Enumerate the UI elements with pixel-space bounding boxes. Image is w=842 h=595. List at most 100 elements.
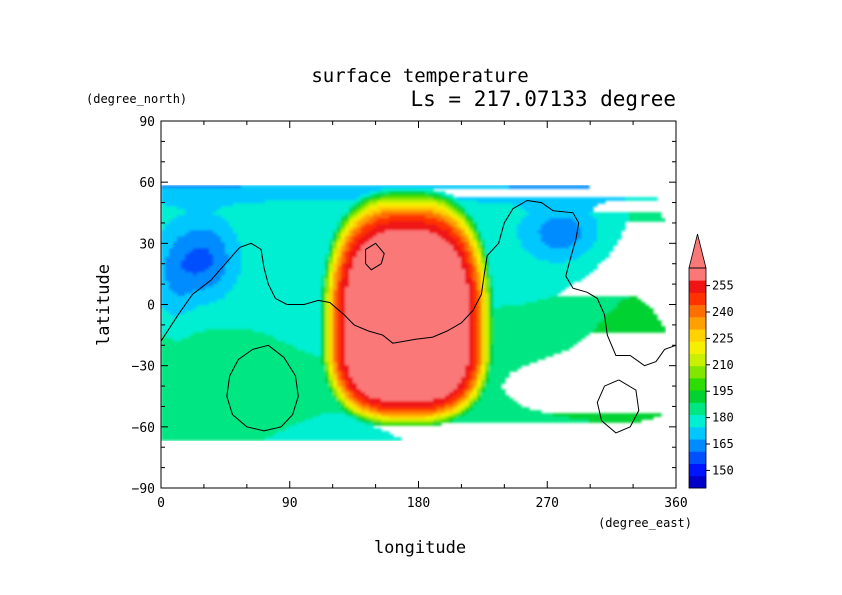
heat-cell [321, 275, 326, 279]
heat-cell [349, 281, 466, 285]
heat-cell [169, 254, 186, 258]
heat-cell [481, 398, 514, 402]
heat-cell [321, 338, 326, 342]
heat-cell [521, 221, 546, 225]
heat-cell [345, 317, 470, 321]
heat-cell [357, 419, 362, 423]
heat-cell [489, 374, 510, 378]
heat-cell [341, 260, 346, 264]
heat-cell [573, 242, 594, 246]
heat-cell [225, 266, 242, 270]
heat-cell [325, 341, 330, 345]
heat-cell [357, 239, 370, 243]
heat-cell [241, 269, 326, 273]
heat-cell [373, 221, 390, 225]
heat-cell [437, 203, 446, 207]
heat-cell [369, 194, 374, 198]
colorbar-label: 240 [712, 305, 734, 319]
heat-cell [161, 296, 226, 300]
heat-cell [365, 203, 370, 207]
heat-cell [329, 332, 334, 336]
heat-cell [469, 350, 474, 354]
heat-cell [493, 278, 582, 282]
heat-cell [545, 242, 574, 246]
heat-cell [369, 239, 446, 243]
heat-cell [461, 389, 466, 393]
heat-cell [241, 245, 330, 249]
heat-cell [437, 191, 446, 195]
heat-cell [329, 356, 334, 360]
heat-cell [337, 362, 342, 366]
colorbar-swatch [689, 451, 706, 464]
heat-cell [489, 257, 538, 261]
heat-cell [161, 383, 330, 387]
heat-cell [337, 239, 342, 243]
heat-cell [333, 377, 338, 381]
heat-cell [357, 386, 458, 390]
temperature-field [161, 185, 666, 441]
coastline [365, 242, 385, 271]
heat-cell [441, 215, 450, 219]
heat-cell [345, 380, 350, 384]
heat-cell [225, 269, 242, 273]
heat-cell [345, 386, 350, 390]
heat-cell [161, 197, 358, 201]
heat-cell [629, 218, 666, 222]
heat-cell [333, 257, 338, 261]
heat-cell [325, 374, 330, 378]
heat-cell [493, 296, 550, 300]
heat-cell [357, 392, 366, 396]
heat-cell [493, 323, 598, 327]
heat-cell [437, 206, 446, 210]
heat-cell [485, 278, 490, 282]
heat-cell [333, 269, 338, 273]
heat-cell [349, 242, 358, 246]
heat-cell [161, 434, 274, 438]
colorbar-label: 195 [712, 384, 734, 398]
heat-cell [521, 218, 550, 222]
heat-cell [469, 377, 474, 381]
heat-cell [345, 215, 350, 219]
heat-cell [333, 281, 338, 285]
heat-cell [469, 269, 474, 273]
heat-cell [469, 344, 474, 348]
heat-cell [453, 401, 458, 405]
heat-cell [485, 299, 490, 303]
heat-cell [341, 248, 346, 252]
heat-cell [481, 341, 486, 345]
heat-cell [457, 203, 462, 207]
heat-cell [329, 272, 334, 276]
heat-cell [465, 239, 470, 243]
heat-cell [457, 404, 462, 408]
heat-cell [365, 221, 374, 225]
heat-cell [457, 206, 462, 210]
heat-cell [353, 410, 358, 414]
heat-cell [349, 407, 354, 411]
heat-cell [337, 401, 342, 405]
heat-cell [161, 212, 186, 216]
heat-cell [337, 275, 342, 279]
heat-cell [189, 230, 214, 234]
heat-cell [481, 383, 486, 387]
heat-cell [469, 323, 474, 327]
heat-cell [333, 338, 338, 342]
heat-cell [161, 236, 178, 240]
heat-cell [285, 341, 322, 345]
heat-cell [481, 272, 486, 276]
heat-cell [221, 206, 350, 210]
heat-cell [457, 215, 462, 219]
heat-cell [597, 233, 622, 237]
heat-cell [345, 395, 350, 399]
heat-cell [341, 395, 346, 399]
heat-cell [465, 230, 470, 234]
heat-cell [325, 269, 330, 273]
x-tick-label: 90 [282, 496, 298, 511]
heat-cell [353, 401, 358, 405]
heat-cell [325, 299, 330, 303]
heat-cell [349, 218, 354, 222]
heat-cell [161, 209, 186, 213]
heat-cell [485, 326, 490, 330]
heat-cell [337, 395, 342, 399]
heat-cell [469, 284, 474, 288]
heat-cell [165, 272, 194, 276]
